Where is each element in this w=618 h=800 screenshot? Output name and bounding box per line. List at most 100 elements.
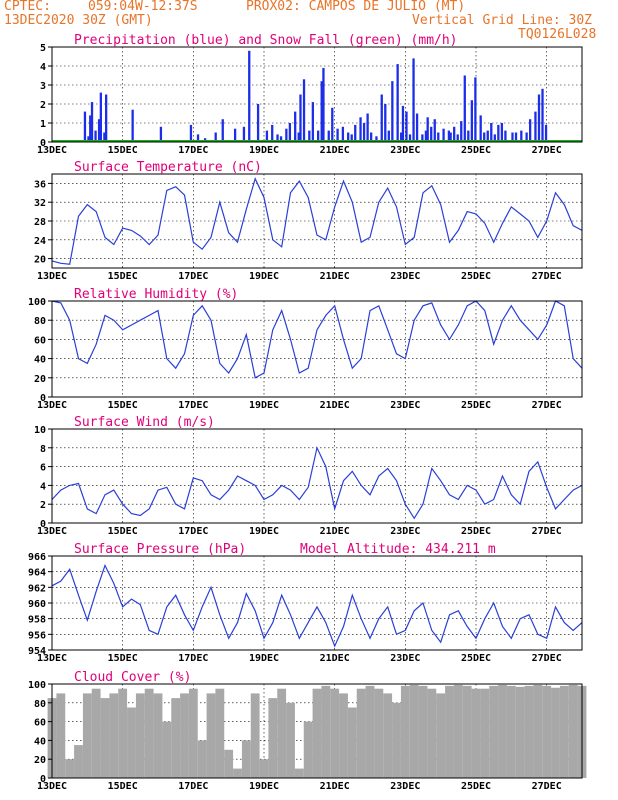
precip-bar <box>529 119 532 142</box>
precip-bar <box>467 130 470 142</box>
precip-bar <box>327 130 330 142</box>
precip-bar <box>520 130 523 142</box>
y-tick-label: 28 <box>34 217 46 228</box>
pressure-panel: 954 956 958 960 962 964 966 13DEC 15DEC 17DEC 19DE… <box>28 542 583 664</box>
y-tick-label: 958 <box>28 615 46 626</box>
precip-bar <box>248 50 251 142</box>
precip-bar <box>486 130 489 142</box>
wind-panel: 0 2 4 6 8 10 13DEC 15DEC 17DEC 19DEC 21DEC 23DEC 25D… <box>34 415 583 537</box>
x-tick-label: 17DEC <box>178 145 208 156</box>
x-tick-label: 13DEC <box>37 781 67 792</box>
y-tick-label: 4 <box>40 62 46 73</box>
x-tick-label: 27DEC <box>532 653 562 664</box>
y-tick-label: 3 <box>40 81 46 92</box>
precip-bar <box>447 130 451 142</box>
x-tick-label: 13DEC <box>37 653 67 664</box>
precip-bar <box>370 132 373 142</box>
precip-bar <box>285 128 288 142</box>
rh-panel: 0 20 40 60 80 100 13DEC 15DEC 17DEC 19DEC 21DEC 23D… <box>28 287 583 411</box>
y-tick-label: 2 <box>40 500 46 511</box>
precip-bar <box>442 128 445 142</box>
precip-bar <box>514 132 518 142</box>
cloud-bar <box>356 688 366 778</box>
y-tick-label: 60 <box>34 335 46 346</box>
header-date: 13DEC2020 30Z (GMT) <box>4 13 153 28</box>
x-tick-label: 15DEC <box>108 781 138 792</box>
x-tick-label: 21DEC <box>320 145 350 156</box>
cloud-bar <box>180 693 189 778</box>
y-tick-label: 80 <box>34 699 46 710</box>
precip-bar <box>456 134 459 142</box>
precip-bar <box>302 79 306 142</box>
y-tick-label: 100 <box>28 680 46 691</box>
cloud-bar <box>162 721 172 778</box>
y-tick-label: 5 <box>40 43 46 54</box>
precip-bar <box>490 123 493 142</box>
x-tick-label: 17DEC <box>178 400 208 411</box>
x-tick-label: 27DEC <box>532 781 562 792</box>
x-tick-label: 19DEC <box>249 781 279 792</box>
precip-bar <box>221 119 224 142</box>
precip-bar <box>449 132 452 142</box>
x-tick-label: 15DEC <box>108 145 138 156</box>
y-tick-label: 4 <box>40 481 46 492</box>
cloud-bar <box>551 687 560 778</box>
cloud-bar <box>506 685 516 778</box>
precip-bar <box>430 126 433 142</box>
precip-bar <box>400 132 403 142</box>
precip-bar <box>387 130 390 142</box>
cloud-bar <box>515 686 525 778</box>
x-tick-label: 25DEC <box>461 781 491 792</box>
x-tick-label: 13DEC <box>37 271 67 282</box>
y-tick-label: 40 <box>34 355 46 366</box>
y-tick-label: 8 <box>40 444 46 455</box>
cloud-frame <box>51 683 583 779</box>
precip-bar <box>299 94 302 142</box>
precip-bar <box>271 124 274 142</box>
precip-bar <box>297 132 300 142</box>
cloud-panel: 0 20 40 60 80 100 13DEC 15DEC 17DEC 19DEC 21DEC 23D… <box>28 670 587 792</box>
cloud-bar <box>224 749 234 778</box>
precip-bar <box>308 130 311 142</box>
cloud-bar <box>153 693 163 778</box>
precip-bar <box>276 134 279 142</box>
x-tick-label: 25DEC <box>461 653 491 664</box>
x-tick-label: 15DEC <box>108 526 138 537</box>
precip-bar <box>424 130 428 142</box>
precip-bar <box>322 67 325 142</box>
header-source: CPTEC: <box>4 0 51 14</box>
cloud-bar <box>427 688 437 778</box>
y-tick-label: 40 <box>34 736 46 747</box>
precip-bar <box>537 94 541 142</box>
cloud-bar <box>91 688 101 778</box>
precip-bar <box>214 132 217 142</box>
y-tick-label: 0 <box>40 774 46 785</box>
y-tick-label: 60 <box>34 718 46 729</box>
precip-bar <box>504 130 507 142</box>
precip-bar <box>483 132 486 142</box>
cloud-bar <box>321 685 331 778</box>
cloud-bar <box>286 702 295 778</box>
cloud-bar <box>392 702 401 778</box>
header-code: TQ0126L028 <box>518 27 597 42</box>
precip-bar <box>412 58 415 142</box>
x-tick-label: 17DEC <box>178 271 208 282</box>
precip-bar <box>437 132 440 142</box>
y-tick-label: 964 <box>28 568 46 579</box>
precip-bar <box>396 64 399 142</box>
precip-bar <box>463 75 466 142</box>
header-station: PROX02: CAMPOS DE JULIO (MT) <box>246 0 466 14</box>
precip-bar <box>405 111 408 142</box>
cloud-bar <box>65 759 75 778</box>
precip-frame <box>51 46 583 143</box>
cloud-bar <box>250 693 260 778</box>
x-tick-label: 13DEC <box>37 526 67 537</box>
precip-bar <box>196 134 200 142</box>
precip-bar <box>525 132 528 142</box>
x-tick-label: 27DEC <box>532 271 562 282</box>
x-tick-label: 21DEC <box>320 653 350 664</box>
precip-bar <box>90 102 94 142</box>
precip-bar <box>470 100 473 142</box>
y-tick-label: 966 <box>28 552 46 563</box>
precip-bar <box>233 128 237 142</box>
